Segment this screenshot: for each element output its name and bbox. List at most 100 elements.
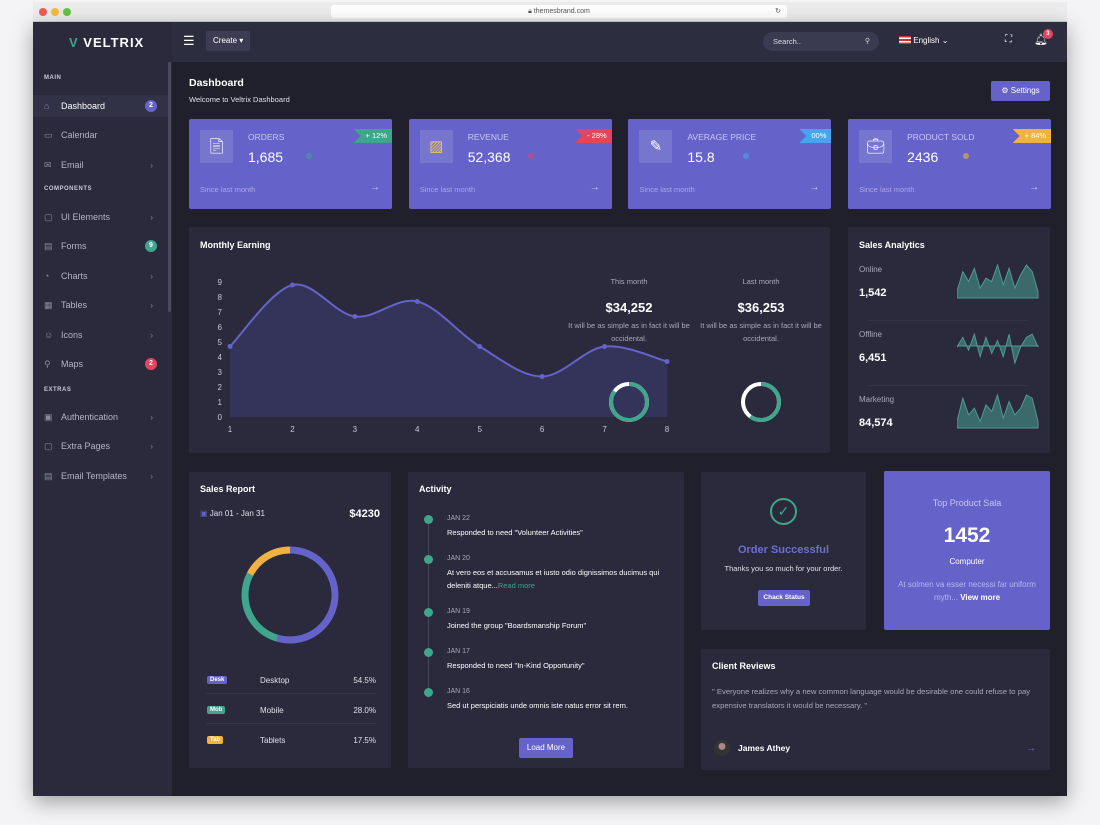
sidebar-item-email[interactable]: ✉ Email › [33, 154, 169, 176]
data-point[interactable] [539, 374, 545, 379]
sidebar-item-ui-elements[interactable]: ▢ UI Elements › [33, 206, 169, 228]
order-text: Thanks you so much for your order. [724, 564, 843, 573]
activity-text: Responded to need "In-Kind Opportunity" [447, 661, 585, 670]
language-dropdown[interactable]: English ⌄ [899, 35, 948, 45]
sidebar-item-forms[interactable]: ▤ Forms 9 [33, 235, 169, 257]
stat-label: REVENUE [467, 132, 509, 142]
address-bar[interactable]: 🔒︎ themesbrand.com ↻ [331, 5, 787, 18]
app-window: V VELTRIX MAIN COMPONENTS EXTRAS ⌂ Dashbo… [33, 22, 1067, 796]
timeline-dot [424, 688, 433, 697]
y-tick-label: 0 [218, 413, 223, 422]
arrow-right-icon[interactable]: → [589, 182, 600, 193]
stat-change-badge: + 12% [353, 129, 392, 143]
fullscreen-icon[interactable]: ⛶ [1005, 34, 1012, 45]
trend-icon [306, 153, 312, 159]
chevron-right-icon: › [150, 300, 153, 310]
browser-toolbar: 🔒︎ themesbrand.com ↻ [33, 2, 1067, 22]
y-tick-label: 4 [218, 353, 223, 362]
maximize-window-button[interactable] [63, 8, 71, 16]
date-range[interactable]: ▣ Jan 01 - Jan 31 [200, 509, 265, 518]
close-window-button[interactable] [39, 8, 47, 16]
chevron-right-icon: › [150, 471, 153, 481]
chevron-right-icon: › [150, 160, 153, 170]
user-avatar[interactable] [1065, 31, 1067, 52]
card-title: Sales Report [200, 484, 256, 494]
section-extras: EXTRAS [44, 387, 72, 393]
summary-label: Last month [742, 277, 780, 286]
sidebar-item-charts[interactable]: ◔ Charts › [33, 265, 169, 287]
load-more-button[interactable]: Load More [519, 738, 573, 758]
menu-toggle-icon[interactable]: ☰ [183, 33, 195, 48]
chevron-right-icon: › [150, 441, 153, 451]
calendar-icon: ▣ [200, 509, 210, 518]
sidebar-item-label: Charts [61, 271, 88, 281]
analytics-value: 6,451 [859, 352, 887, 364]
activity-date: JAN 20 [447, 555, 470, 562]
x-tick-label: 8 [665, 425, 670, 434]
sidebar-item-icons[interactable]: ☺ Icons › [33, 324, 169, 346]
read-more-link[interactable]: Read more [497, 580, 535, 590]
notifications-button[interactable]: 🔔︎ 3 [1034, 29, 1053, 46]
data-point[interactable] [289, 282, 295, 288]
card-title: Monthly Earning [200, 240, 271, 250]
sidebar-item-authentication[interactable]: ▣ Authentication › [33, 406, 169, 428]
data-point[interactable] [664, 359, 670, 364]
check-status-button[interactable]: Chack Status [758, 590, 810, 606]
donut-slice-tablets[interactable] [241, 546, 339, 644]
data-point[interactable] [414, 299, 420, 304]
sparkline-chart [957, 332, 1039, 365]
sidebar-item-label: Icons [61, 330, 83, 340]
sidebar-item-dashboard[interactable]: ⌂ Dashboard 2 [33, 95, 169, 117]
stat-label: PRODUCT SOLD [907, 132, 975, 142]
analytics-label: Online [859, 265, 883, 274]
sidebar-scrollbar[interactable] [168, 62, 171, 312]
sidebar: V VELTRIX MAIN COMPONENTS EXTRAS ⌂ Dashbo… [33, 22, 172, 796]
sidebar-badge: 2 [145, 100, 157, 112]
sidebar-item-calendar[interactable]: ▭ Calendar [33, 124, 169, 146]
arrow-right-icon[interactable]: → [370, 182, 380, 193]
x-tick-label: 5 [477, 425, 482, 434]
gear-icon: ⚙ [1001, 86, 1011, 95]
arrow-right-icon[interactable]: → [1026, 743, 1036, 754]
analytics-item-marketing: Marketing 84,574 [848, 393, 1050, 453]
divider [868, 320, 1028, 321]
donut-slice-mobile[interactable] [241, 546, 339, 644]
divider [868, 385, 1028, 386]
reload-icon[interactable]: ↻ [775, 8, 781, 15]
create-dropdown[interactable]: Create ▾ [206, 31, 251, 51]
timeline-dot [424, 608, 433, 617]
activity-date: JAN 22 [447, 515, 470, 522]
arrow-right-icon[interactable]: → [1029, 182, 1040, 193]
y-tick-label: 3 [218, 368, 223, 377]
briefcase-icon: 💼︎ [859, 130, 893, 163]
logo[interactable]: V VELTRIX [69, 35, 145, 50]
settings-button[interactable]: ⚙ Settings [991, 81, 1050, 101]
sidebar-item-extra-pages[interactable]: ▢ Extra Pages › [33, 435, 169, 457]
data-point[interactable] [227, 344, 233, 349]
activity-text: Joined the group "Boardsmanship Forum" [447, 621, 587, 630]
activity-text: Responded to need "Volunteer Activities" [447, 528, 583, 537]
view-more-link[interactable]: View more [960, 593, 1001, 602]
topbar: ☰ Create ▾ Search.. ⚲ English ⌄ ⛶ 🔔︎ 3 [172, 22, 1067, 62]
arrow-right-icon[interactable]: → [809, 182, 820, 193]
sidebar-item-label: Tables [61, 300, 88, 310]
data-point[interactable] [352, 314, 358, 319]
data-point[interactable] [477, 344, 483, 349]
stat-value: 1,685 [248, 149, 284, 165]
sparkline [957, 393, 1039, 429]
sidebar-item-tables[interactable]: ▦ Tables › [33, 294, 169, 316]
client-reviews-card: Client Reviews " Everyone realizes why a… [701, 649, 1050, 770]
sidebar-item-maps[interactable]: ⚲ Maps 2 [33, 353, 169, 375]
form-icon: ▤ [44, 240, 53, 251]
data-point[interactable] [602, 344, 608, 349]
grid-icon: ▦ [44, 299, 53, 310]
sidebar-item-email-templates[interactable]: ▤ Email Templates › [33, 465, 169, 487]
sidebar-badge: 9 [145, 240, 157, 252]
progress-ring-fill [609, 382, 649, 422]
page-subtitle: Welcome to Veltrix Dashboard [189, 95, 290, 104]
minimize-window-button[interactable] [51, 8, 59, 16]
analytics-value: 84,574 [859, 417, 893, 429]
analytics-value: 1,542 [859, 287, 887, 299]
top-product-value: 1452 [943, 524, 991, 547]
search-input[interactable]: Search.. ⚲ [763, 32, 879, 51]
